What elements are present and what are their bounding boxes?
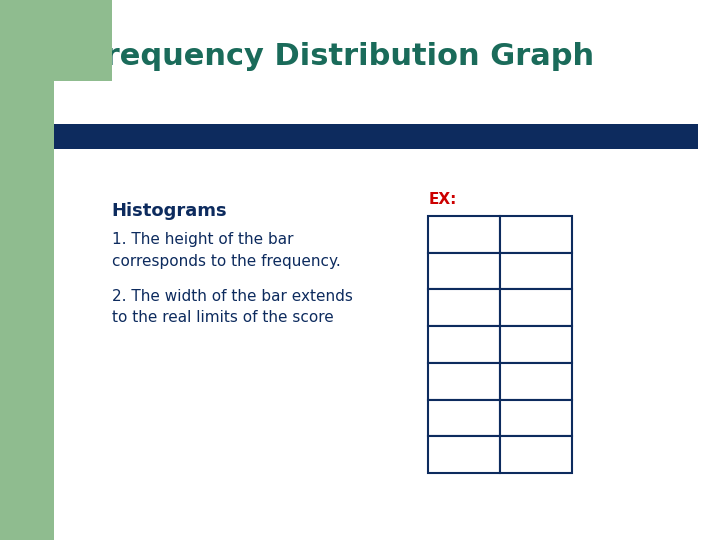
Text: corresponds to the frequency.: corresponds to the frequency.: [112, 254, 341, 269]
Text: 1: 1: [518, 264, 528, 279]
Text: 2: 2: [518, 337, 528, 352]
Text: 5: 5: [446, 300, 456, 315]
Text: 1: 1: [518, 447, 528, 462]
Text: 4: 4: [518, 374, 528, 389]
Text: 1: 1: [446, 447, 456, 462]
Text: Frequency Distribution Graph: Frequency Distribution Graph: [86, 42, 595, 71]
Text: 4: 4: [446, 337, 456, 352]
Text: 2. The width of the bar extends: 2. The width of the bar extends: [112, 289, 353, 304]
Text: 2: 2: [446, 410, 456, 426]
Text: 6: 6: [446, 264, 456, 279]
Text: Histograms: Histograms: [112, 202, 228, 220]
Text: 1. The height of the bar: 1. The height of the bar: [112, 232, 293, 247]
Text: 3: 3: [446, 374, 456, 389]
Text: EX:: EX:: [428, 192, 456, 207]
Text: f: f: [518, 227, 523, 242]
Text: x: x: [446, 227, 455, 242]
Text: 2: 2: [518, 300, 528, 315]
Text: to the real limits of the score: to the real limits of the score: [112, 310, 333, 326]
Text: 2: 2: [518, 410, 528, 426]
